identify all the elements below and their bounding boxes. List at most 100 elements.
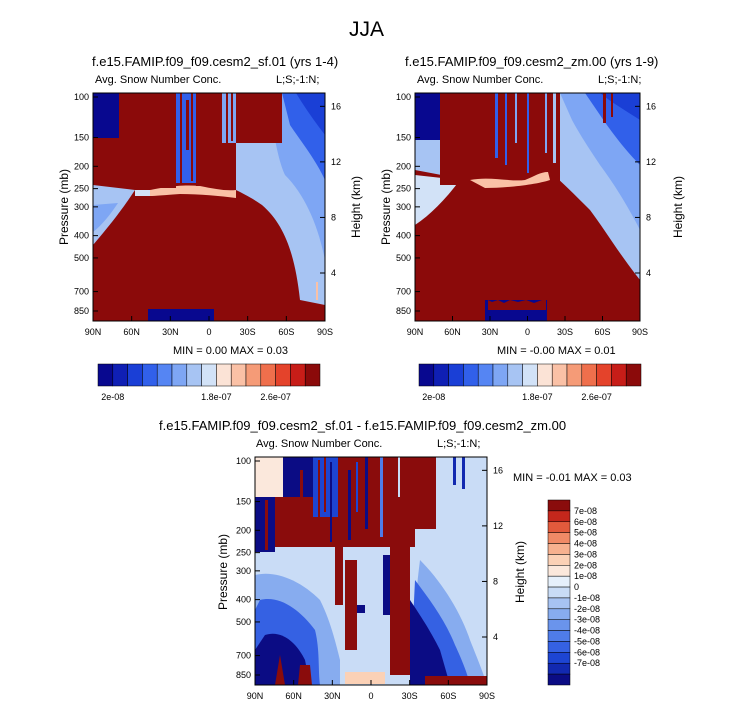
x-tick-label: 60N <box>285 691 302 701</box>
y-tick-label: 250 <box>396 184 411 194</box>
colorbar-swatch <box>547 543 571 555</box>
y-tick-label: 250 <box>74 184 89 194</box>
panel-diff-min-max: MIN = -0.01 MAX = 0.03 <box>513 472 632 484</box>
y2-tick-label: 8 <box>493 576 498 586</box>
colorbar-swatch <box>433 363 449 387</box>
colorbar-swatch <box>522 363 538 387</box>
colorbar-swatch <box>566 363 583 387</box>
y-tick-label: 500 <box>236 617 251 627</box>
colorbar-swatch <box>547 575 571 588</box>
y-tick-label: 100 <box>396 92 411 102</box>
colorbar-label: -3e-08 <box>574 615 600 625</box>
y-tick-label: 500 <box>74 253 89 263</box>
colorbar-swatch <box>547 619 571 631</box>
colorbar-label: 1.8e-07 <box>201 392 232 402</box>
colorbar-swatch <box>547 597 571 610</box>
colorbar-swatch <box>547 630 571 642</box>
colorbar-label: 2.6e-07 <box>581 392 612 402</box>
panel-1-field <box>93 93 325 321</box>
y-tick-label: 400 <box>74 231 89 241</box>
colorbar-swatch <box>290 363 306 387</box>
colorbar-swatch <box>418 363 435 387</box>
panel-1-min-max: MIN = 0.00 MAX = 0.03 <box>173 345 288 357</box>
y2-tick-label: 12 <box>493 521 503 531</box>
x-tick-label: 90N <box>247 691 264 701</box>
panel-1-title: f.e15.FAMIP.f09_f09.cesm2_sf.01 (yrs 1-4… <box>92 54 339 69</box>
y-tick-label: 100 <box>236 456 251 466</box>
y2-tick-label: 12 <box>646 157 656 167</box>
x-tick-label: 0 <box>368 691 373 701</box>
colorbar-swatch <box>547 510 571 523</box>
colorbar-swatch <box>216 363 232 387</box>
x-tick-label: 60S <box>440 691 456 701</box>
y-tick-label: 700 <box>236 651 251 661</box>
y2-tick-label: 16 <box>646 101 656 111</box>
colorbar-swatch <box>547 521 571 533</box>
colorbar-swatch <box>112 363 128 387</box>
y2-tick-label: 4 <box>493 632 498 642</box>
y-tick-label: 850 <box>396 306 411 316</box>
colorbar-label: -4e-08 <box>574 626 600 636</box>
colorbar-swatch <box>156 363 173 387</box>
y-tick-label: 250 <box>236 548 251 558</box>
y-tick-label: 150 <box>396 133 411 143</box>
panel-diff-field <box>255 457 487 685</box>
colorbar-label: 2.6e-07 <box>260 392 291 402</box>
colorbar-label: 0 <box>574 582 579 592</box>
colorbar-label: -6e-08 <box>574 647 600 657</box>
y-tick-label: 500 <box>396 253 411 263</box>
colorbar-swatch <box>230 363 247 387</box>
y-tick-label: 300 <box>236 566 251 576</box>
colorbar-swatch <box>547 499 571 512</box>
colorbar-swatch <box>201 363 217 387</box>
x-tick-label: 90S <box>632 327 648 337</box>
panel-diff-variable-label: Avg. Snow Number Conc. <box>256 438 383 450</box>
colorbar-swatch <box>547 608 571 620</box>
x-tick-label: 90N <box>407 327 424 337</box>
y2-tick-label: 8 <box>646 212 651 222</box>
colorbar-swatch <box>581 363 597 387</box>
colorbar-label: 6e-08 <box>574 517 597 527</box>
panel-diff-units-label: L;S;-1:N; <box>437 438 481 450</box>
colorbar-swatch <box>260 363 276 387</box>
y-tick-label: 100 <box>74 92 89 102</box>
colorbar-label: 2e-08 <box>574 560 597 570</box>
panel-2-field <box>415 93 640 321</box>
x-tick-label: 30N <box>324 691 341 701</box>
panel-2-variable-label: Avg. Snow Number Conc. <box>417 74 544 86</box>
x-tick-label: 0 <box>525 327 530 337</box>
x-tick-label: 30S <box>240 327 256 337</box>
panel-1-units-label: L;S;-1:N; <box>276 74 320 86</box>
colorbar-label: 5e-08 <box>574 528 597 538</box>
x-tick-label: 30S <box>557 327 573 337</box>
y-tick-label: 300 <box>396 202 411 212</box>
y2-tick-label: 16 <box>493 465 503 475</box>
colorbar-label: 7e-08 <box>574 506 597 516</box>
colorbar-swatch <box>477 363 494 387</box>
x-tick-label: 60S <box>278 327 294 337</box>
colorbar-swatch <box>547 673 571 686</box>
y-tick-label: 150 <box>236 497 251 507</box>
y-tick-label: 150 <box>74 133 89 143</box>
panel-2-min-max: MIN = -0.00 MAX = 0.01 <box>497 345 616 357</box>
x-tick-label: 60N <box>123 327 140 337</box>
colorbar-swatch <box>304 363 321 387</box>
panel-2-units-label: L;S;-1:N; <box>598 74 642 86</box>
colorbar-swatch <box>171 363 188 387</box>
colorbar-label: 1.8e-07 <box>522 392 553 402</box>
x-tick-label: 0 <box>206 327 211 337</box>
colorbar-swatch <box>186 363 202 387</box>
colorbar-label: 2e-08 <box>101 392 124 402</box>
colorbar-swatch <box>507 363 523 387</box>
colorbar-swatch <box>547 662 571 675</box>
colorbar-swatch <box>127 363 143 387</box>
y2-tick-label: 8 <box>331 212 336 222</box>
colorbar-swatch <box>551 363 568 387</box>
y-tick-label: 850 <box>236 670 251 680</box>
colorbar-swatch <box>275 363 291 387</box>
colorbar-swatch <box>625 363 642 387</box>
colorbar-label: -5e-08 <box>574 636 600 646</box>
y-tick-label: 200 <box>74 161 89 171</box>
x-tick-label: 60S <box>594 327 610 337</box>
